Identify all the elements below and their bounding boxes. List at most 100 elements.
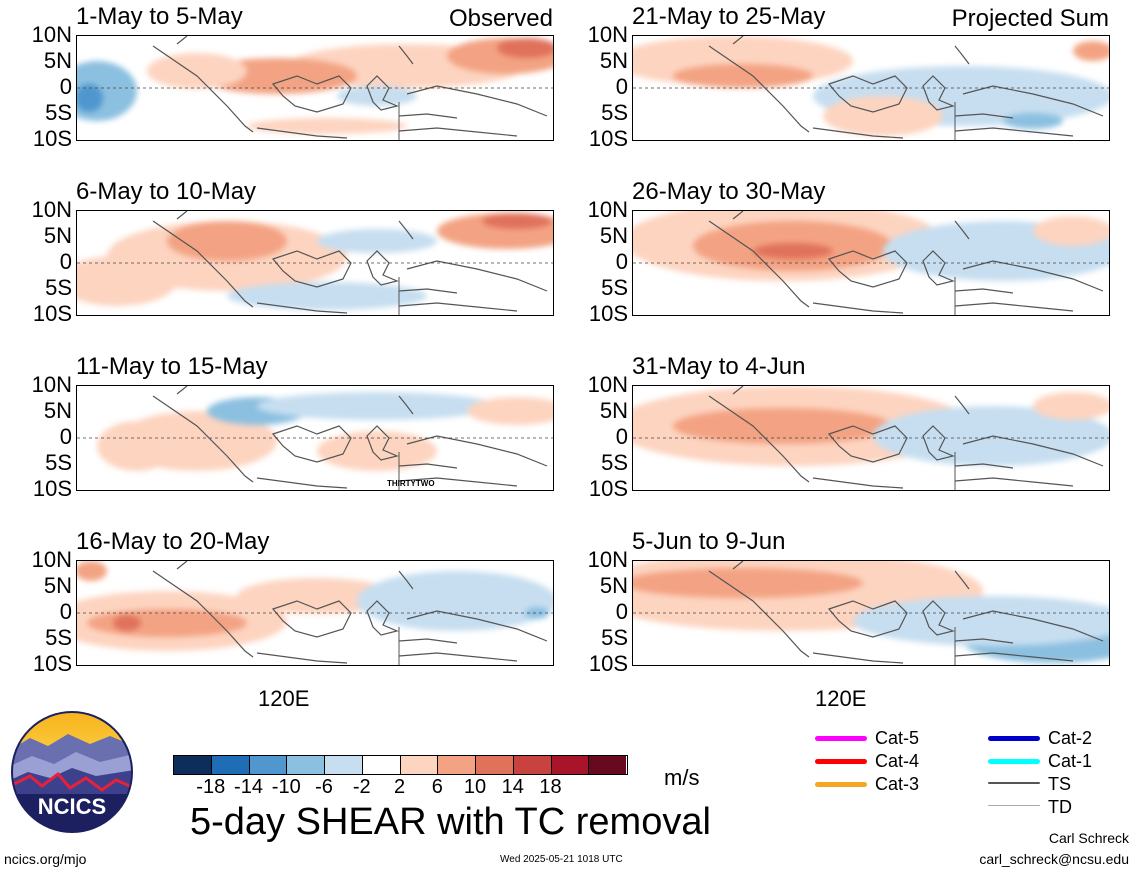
coastline — [827, 425, 908, 463]
coastline — [922, 425, 955, 461]
shear-anomaly-blob — [753, 243, 833, 259]
lat-label: 10N — [31, 372, 72, 397]
coastline — [176, 561, 188, 570]
footer-timestamp: Wed 2025-05-21 1018 UTC — [500, 854, 623, 865]
coastline — [962, 610, 1104, 642]
shear-anomaly-blob — [1073, 41, 1109, 61]
coastline — [954, 45, 970, 65]
lat-label: 5S — [45, 100, 72, 125]
lat-label: 10S — [588, 651, 628, 676]
shear-map-panel — [632, 210, 1110, 316]
coastline — [732, 36, 744, 45]
lat-label: 0 — [59, 424, 72, 449]
coastline — [954, 463, 1014, 469]
coastline — [398, 288, 458, 294]
coastline — [962, 85, 1104, 117]
coastline — [398, 652, 518, 662]
coastline — [176, 211, 188, 220]
colorbar-tick-label: -10 — [271, 776, 301, 798]
colorbar-swatch — [438, 756, 476, 774]
shear-anomaly-blob — [337, 86, 417, 106]
lat-label: 10S — [588, 126, 628, 151]
coastline — [366, 425, 399, 461]
lat-label: 0 — [615, 74, 628, 99]
panel-title: 16-May to 20-May — [76, 528, 270, 555]
coastline — [954, 477, 1074, 487]
shear-anomaly-blob — [525, 607, 549, 619]
panel-title: 5-Jun to 9-Jun — [632, 528, 786, 555]
coastline — [176, 36, 188, 45]
colorbar — [173, 755, 628, 775]
shear-anomaly-blob — [167, 221, 287, 261]
lat-label: 5S — [601, 450, 628, 475]
coastline — [732, 561, 744, 570]
coastline — [406, 85, 548, 117]
lat-label: 10S — [588, 301, 628, 326]
lat-label: 10S — [32, 126, 72, 151]
coastline — [954, 288, 1014, 294]
lat-label: 5S — [45, 450, 72, 475]
legend-label: TS — [1048, 774, 1072, 794]
colorbar-swatch — [249, 756, 288, 774]
lat-label: 0 — [615, 599, 628, 624]
shear-anomaly-blob — [482, 213, 552, 229]
colorbar-tick-label: -14 — [234, 776, 263, 798]
shear-anomaly-blob — [317, 431, 437, 471]
colorbar-tick-label: 2 — [393, 776, 406, 798]
coastline — [954, 395, 970, 415]
colorbar-swatch — [551, 756, 590, 774]
legend-line — [988, 782, 1040, 784]
colorbar-unit: m/s — [664, 765, 700, 790]
lat-label: 0 — [615, 424, 628, 449]
shear-anomaly-blob — [147, 53, 247, 89]
coastline — [954, 220, 970, 240]
coastline — [271, 75, 352, 113]
coastline — [954, 302, 1074, 312]
coastline — [256, 477, 348, 489]
panel-title: 31-May to 4-Jun — [632, 353, 806, 380]
coastline — [962, 435, 1104, 467]
panel-title: 26-May to 30-May — [632, 178, 826, 205]
shear-anomaly-blob — [77, 84, 103, 112]
ncics-logo: NCICS — [10, 710, 134, 834]
coastline — [152, 570, 254, 658]
lat-label: 5N — [599, 48, 628, 73]
coastline — [398, 570, 414, 590]
colorbar-swatch — [362, 756, 401, 774]
coastline — [922, 250, 955, 286]
figure-title: 5-day SHEAR with TC removal — [190, 801, 711, 843]
shear-anomaly-blob — [97, 421, 177, 471]
colorbar-tick-label: 14 — [501, 776, 524, 798]
coastline — [708, 45, 810, 133]
lat-label: 5N — [599, 573, 628, 598]
storm-label: THIRTYTWO — [387, 479, 435, 488]
shear-map-panel — [76, 560, 554, 666]
coastline — [398, 45, 414, 65]
lon-label-left: 120E — [258, 686, 310, 711]
coastline — [922, 600, 955, 636]
panel-title: 6-May to 10-May — [76, 178, 257, 205]
colorbar-tick-label: 6 — [431, 776, 443, 798]
lat-label: 10N — [587, 197, 628, 222]
lat-label: 10S — [32, 301, 72, 326]
coastline — [954, 127, 1074, 137]
footer-email[interactable]: carl_schreck@ncsu.edu — [979, 851, 1129, 867]
coastline — [954, 570, 970, 590]
coastline — [732, 211, 744, 220]
lat-label: 5N — [43, 48, 72, 73]
lat-label: 10N — [31, 547, 72, 572]
coastline — [256, 302, 348, 314]
colorbar-swatch — [589, 756, 626, 774]
lat-label: 5N — [43, 223, 72, 248]
coastline — [366, 75, 399, 111]
coastline — [176, 386, 188, 395]
shear-anomaly-blob — [113, 615, 141, 631]
coastline — [271, 425, 352, 463]
colorbar-tick-label: 10 — [463, 776, 487, 798]
panel-note: Observed — [448, 5, 553, 32]
legend-line — [988, 759, 1040, 764]
lat-label: 5N — [599, 223, 628, 248]
coastline — [708, 395, 810, 483]
shear-anomaly-blob — [633, 568, 863, 598]
footer-site[interactable]: ncics.org/mjo — [4, 851, 87, 867]
